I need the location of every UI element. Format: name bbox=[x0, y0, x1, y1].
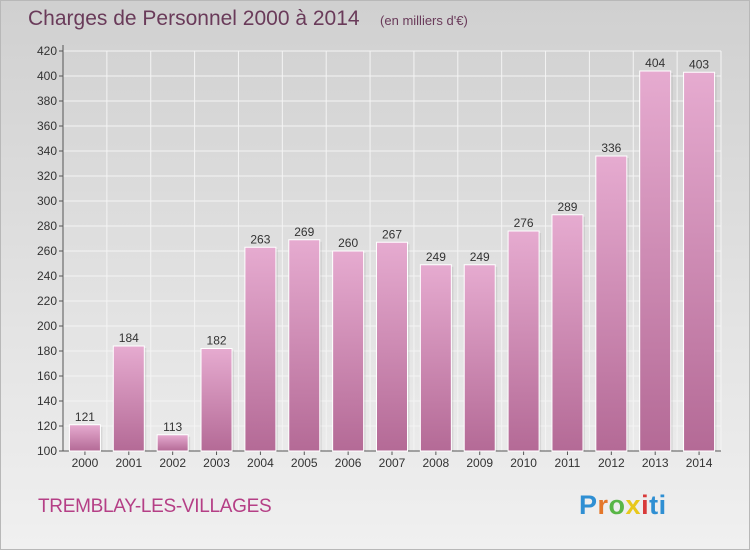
y-tick-label: 340 bbox=[37, 144, 57, 158]
x-tick-label: 2005 bbox=[291, 456, 318, 470]
logo-letter: i bbox=[641, 490, 650, 520]
bar-value-label: 249 bbox=[470, 250, 490, 264]
x-tick-label: 2000 bbox=[72, 456, 99, 470]
bar bbox=[332, 250, 365, 452]
y-tick-label: 400 bbox=[37, 69, 57, 83]
bar bbox=[112, 345, 145, 452]
logo-letter: o bbox=[608, 490, 626, 520]
bar-value-label: 263 bbox=[250, 232, 270, 246]
bar bbox=[683, 71, 716, 452]
y-tick-label: 200 bbox=[37, 319, 57, 333]
bar bbox=[463, 264, 496, 452]
y-tick-label: 160 bbox=[37, 369, 57, 383]
bar-value-label: 113 bbox=[163, 420, 182, 434]
logo-letter: t bbox=[649, 490, 659, 520]
y-tick-label: 360 bbox=[37, 119, 57, 133]
bar bbox=[639, 70, 672, 452]
x-tick-label: 2011 bbox=[555, 456, 581, 470]
x-tick-label: 2007 bbox=[379, 456, 406, 470]
x-tick-label: 2012 bbox=[598, 456, 625, 470]
title-row: Charges de Personnel 2000 à 2014 (en mil… bbox=[28, 7, 468, 31]
commune-name: TREMBLAY-LES-VILLAGES bbox=[38, 496, 272, 517]
y-tick-label: 240 bbox=[37, 269, 57, 283]
bar bbox=[507, 230, 540, 452]
y-tick-label: 420 bbox=[37, 44, 57, 58]
bar bbox=[551, 214, 584, 452]
bar-value-label: 249 bbox=[426, 250, 446, 264]
x-tick-label: 2014 bbox=[686, 456, 713, 470]
proxiti-logo: Proxiti bbox=[579, 490, 667, 521]
x-tick-label: 2001 bbox=[115, 456, 142, 470]
y-tick-label: 320 bbox=[37, 169, 57, 183]
bar bbox=[68, 424, 101, 452]
x-tick-label: 2006 bbox=[335, 456, 362, 470]
logo-letter: x bbox=[625, 490, 642, 520]
bar bbox=[595, 155, 628, 452]
bar bbox=[200, 348, 233, 452]
bar bbox=[288, 239, 321, 452]
chart-title: Charges de Personnel 2000 à 2014 bbox=[28, 7, 360, 30]
bar-value-label: 182 bbox=[207, 334, 227, 348]
bar-value-label: 260 bbox=[338, 236, 358, 250]
bar-value-label: 336 bbox=[601, 141, 621, 155]
bar-value-label: 289 bbox=[557, 200, 577, 214]
bar-value-label: 184 bbox=[119, 331, 139, 345]
y-tick-label: 120 bbox=[37, 419, 57, 433]
logo-letter: i bbox=[658, 490, 667, 520]
x-tick-label: 2008 bbox=[423, 456, 450, 470]
labels: 121 2000 184 2001 113 2002 182 2003 263 2004 269 20… bbox=[72, 56, 713, 470]
bars bbox=[68, 70, 717, 452]
x-tick-label: 2009 bbox=[466, 456, 493, 470]
bar-value-label: 276 bbox=[514, 216, 534, 230]
bar bbox=[376, 241, 408, 452]
bar bbox=[244, 246, 277, 452]
y-tick-label: 100 bbox=[37, 444, 57, 458]
x-tick-label: 2010 bbox=[510, 456, 537, 470]
y-tick-label: 380 bbox=[37, 94, 57, 108]
x-tick-label: 2004 bbox=[247, 456, 274, 470]
bar-value-label: 269 bbox=[294, 225, 314, 239]
y-tick-label: 280 bbox=[37, 219, 57, 233]
y-tick-label: 300 bbox=[37, 194, 57, 208]
y-tick-label: 260 bbox=[37, 244, 57, 258]
x-tick-label: 2003 bbox=[203, 456, 230, 470]
chart-subtitle: (en milliers d'€) bbox=[380, 13, 468, 28]
bar-value-label: 404 bbox=[645, 56, 665, 70]
bar bbox=[156, 434, 189, 452]
logo-letter: r bbox=[597, 490, 609, 520]
logo-letter: P bbox=[579, 490, 598, 520]
bar bbox=[419, 264, 452, 452]
y-tick-label: 180 bbox=[37, 344, 57, 358]
bar-value-label: 267 bbox=[382, 227, 402, 241]
x-tick-label: 2013 bbox=[642, 456, 669, 470]
y-tick-label: 220 bbox=[37, 294, 57, 308]
bar-value-label: 403 bbox=[689, 57, 709, 71]
bar-value-label: 121 bbox=[75, 410, 95, 424]
y-tick-label: 140 bbox=[37, 394, 57, 408]
x-tick-label: 2002 bbox=[159, 456, 186, 470]
